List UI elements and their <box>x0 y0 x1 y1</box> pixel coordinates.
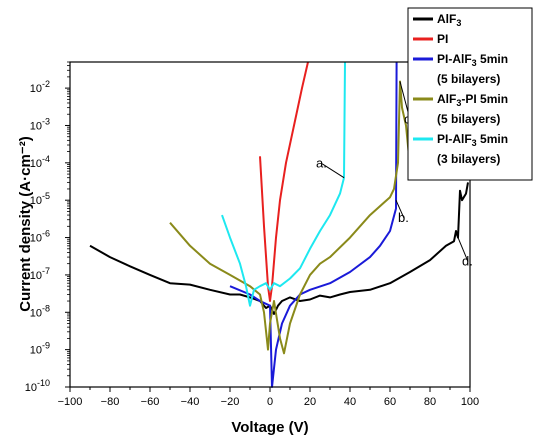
x-tick-label: −20 <box>221 396 240 408</box>
legend-entry-1: PI <box>437 32 448 46</box>
legend-entry-0: AlF3 <box>437 12 461 28</box>
annotation-label: b. <box>398 210 409 225</box>
y-tick-label: 10-2 <box>30 79 50 95</box>
x-tick-label: 60 <box>384 396 396 408</box>
legend-entry-2: PI-AlF3 5min <box>437 52 508 68</box>
y-tick-label: 10-9 <box>30 341 50 357</box>
x-tick-label: −60 <box>141 396 160 408</box>
legend-entry-4-line2: (3 bilayers) <box>437 152 500 166</box>
legend-entry-4: PI-AlF3 5min <box>437 132 508 148</box>
annotation-pointer <box>457 237 469 262</box>
legend-entry-2-line2: (5 bilayers) <box>437 72 500 86</box>
series-line-0 <box>89 182 469 315</box>
x-axis-title: Voltage (V) <box>231 419 308 436</box>
series-line-2 <box>229 61 398 388</box>
x-tick-label: 80 <box>424 396 436 408</box>
annotation-label: d. <box>462 254 473 269</box>
x-tick-label: −40 <box>181 396 200 408</box>
legend: AlF3 PI PI-AlF3 5min (5 bilayers) AlF3-PI 5m… <box>407 7 533 181</box>
x-tick-label: −80 <box>101 396 120 408</box>
x-tick-label: −100 <box>58 396 83 408</box>
series-line-3 <box>169 80 411 355</box>
legend-box <box>407 7 533 181</box>
y-tick-label: 10-10 <box>25 378 50 394</box>
x-tick-label: 20 <box>304 396 316 408</box>
x-tick-label: 40 <box>344 396 356 408</box>
annotation-pointer <box>395 199 405 219</box>
x-tick-label: 0 <box>267 396 273 408</box>
x-tick-label: 100 <box>461 396 479 408</box>
annotation-label: a. <box>316 156 327 171</box>
annotation-pointer <box>321 163 345 179</box>
y-tick-label: 10-3 <box>30 116 50 132</box>
legend-entry-3-line2: (5 bilayers) <box>437 112 500 126</box>
y-axis-title: Current density (A·cm⁻²) <box>17 136 34 311</box>
legend-entry-3: AlF3-PI 5min <box>437 92 508 108</box>
series-line-1 <box>259 61 309 302</box>
series-line-4 <box>221 61 346 307</box>
